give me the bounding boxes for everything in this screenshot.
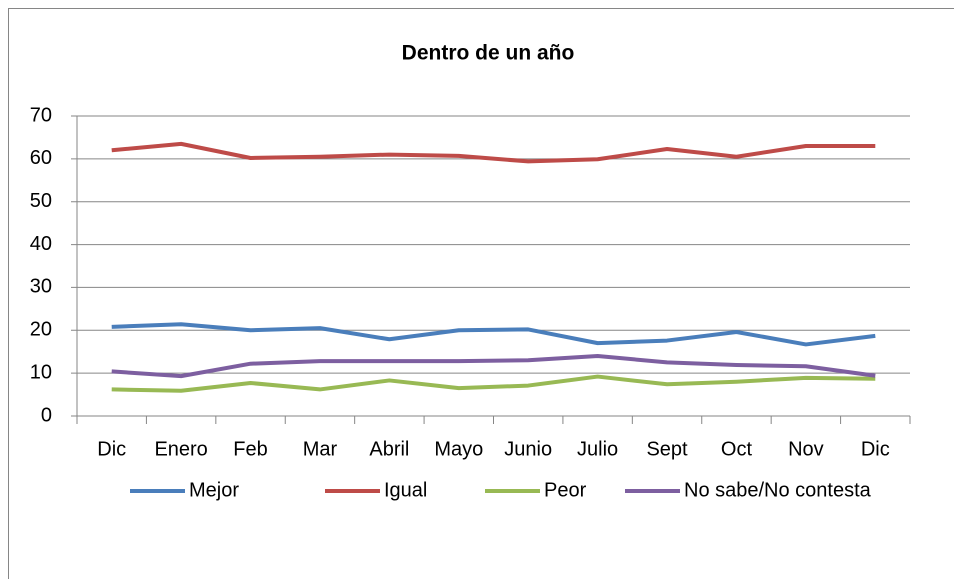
legend-label: No sabe/No contesta	[684, 479, 872, 501]
y-tick-label: 60	[30, 147, 52, 169]
x-tick-label: Oct	[721, 438, 753, 460]
series-line	[111, 322, 876, 347]
x-tick-label: Mar	[303, 438, 338, 460]
y-tick-label: 50	[30, 190, 52, 212]
series-line	[111, 354, 876, 379]
x-tick-label: Abril	[369, 438, 409, 460]
series-line	[111, 374, 876, 393]
x-tick-label: Junio	[504, 438, 552, 460]
y-tick-label: 20	[30, 319, 52, 341]
x-tick-label: Enero	[154, 438, 207, 460]
legend-label: Igual	[384, 479, 427, 501]
y-tick-label: 10	[30, 361, 52, 383]
x-tick-label: Julio	[577, 438, 618, 460]
x-tick-label: Nov	[788, 438, 824, 460]
y-tick-label: 40	[30, 233, 52, 255]
legend-label: Peor	[544, 479, 587, 501]
x-tick-label: Sept	[646, 438, 688, 460]
x-tick-label: Feb	[233, 438, 267, 460]
legend-label: Mejor	[189, 479, 239, 501]
chart-frame	[8, 8, 954, 579]
x-tick-label: Dic	[861, 438, 890, 460]
series-line	[111, 141, 876, 164]
x-tick-label: Mayo	[434, 438, 483, 460]
x-tick-label: Dic	[97, 438, 126, 460]
chart-title: Dentro de un año	[402, 42, 575, 65]
y-tick-label: 0	[41, 404, 52, 426]
y-tick-label: 70	[30, 104, 52, 126]
y-tick-label: 30	[30, 276, 52, 298]
